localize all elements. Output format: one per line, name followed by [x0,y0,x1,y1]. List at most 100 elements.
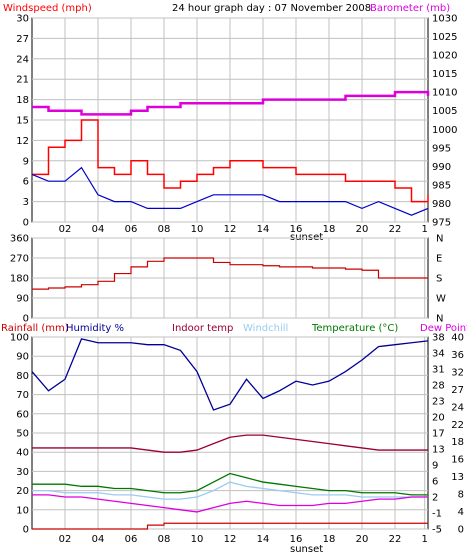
baro-y-tick-label: 1010 [432,88,457,99]
temperature-inner-tick-label: 28 [432,381,445,392]
humidity-y-tick-label: 100 [10,333,29,344]
x-tick-label: 10 [191,534,204,545]
wind-y-tick-label: 12 [16,136,29,147]
wind-direction-line [32,257,428,290]
wind-y-tick-label: 18 [16,95,29,106]
baro-y-tick-label: 980 [432,199,451,210]
compass-tick-label: E [436,254,442,265]
temperature-y-tick-label: 32 [451,367,464,378]
x-tick-label: 12 [224,224,237,235]
wind-y-tick-label: 30 [16,14,29,25]
wind-y-tick-label: 15 [16,116,29,127]
wind-y-tick-label: 0 [23,218,29,229]
temperature-y-tick-label: 0 [458,525,464,536]
chart-title: 24 hour graph day : 07 November 2008 [172,3,371,14]
temperature-inner-tick-label: 6 [432,477,438,488]
temperature-inner-tick-label: 13 [432,445,445,456]
baro-y-tick-label: 1015 [432,69,457,80]
baro-y-tick-label: 990 [432,162,451,173]
humidity-y-tick-label: 50 [16,429,29,440]
x-tick-label: 18 [323,224,336,235]
temperature-inner-tick-label: -5 [432,525,442,536]
temperature-y-tick-label: 24 [451,402,464,413]
dewpoint-line [32,494,428,513]
windspeed-line [32,119,429,203]
rainfall-line [32,522,428,530]
x-tick-label: 06 [125,224,138,235]
baro-y-tick-label: 985 [432,180,451,191]
humidity-y-tick-label: 60 [16,409,29,420]
chart-marks: 02 04 06 08 10 12 14 16 18 20 22 102 04 06 08 10 12 14 16 1… [10,14,464,546]
wind-y-tick-label: 9 [23,156,29,167]
temperature-inner-tick-label: 38 [432,333,445,344]
direction-y-tick-label: 360 [10,234,29,245]
x-tick-label: 22 [389,534,402,545]
wind-y-tick-label: 27 [16,34,29,45]
x-tick-label: 14 [257,534,270,545]
temperature-inner-tick-label: -1 [432,509,442,520]
humidity-y-tick-label: 80 [16,371,29,382]
temperature-y-tick-label: 27 [451,385,464,396]
compass-tick-label: W [436,294,446,305]
humidity-line [31,338,429,411]
x-tick-label: 14 [257,224,270,235]
x-tick-label: 08 [158,534,171,545]
windspeed-axis-title: Windspeed (mph) [3,3,92,14]
baro-y-tick-label: 1025 [432,32,457,43]
humidity-y-tick-label: 30 [16,467,29,478]
x-tick-label: 1 [422,534,428,545]
barometer-line [32,90,430,116]
humidity-y-tick-label: 40 [16,448,29,459]
humidity-y-tick-label: 90 [16,352,29,363]
temperature-inner-tick-label: 17 [432,429,445,440]
windchill-label: Windchill [243,323,288,334]
x-tick-label: 16 [290,224,303,235]
barometer-axis-title: Barometer (mb) [370,3,450,14]
temperature-y-tick-label: 4 [458,507,464,518]
x-tick-label: 10 [191,224,204,235]
temperature-line [32,472,428,496]
direction-y-tick-label: 90 [16,294,29,305]
x-tick-label: 02 [59,534,72,545]
x-tick-label: 20 [356,224,369,235]
windspeed-average-line [31,166,429,216]
temperature-y-tick-label: 13 [451,472,464,483]
temperature-y-tick-label: 18 [451,437,464,448]
x-tick-label: 06 [125,534,138,545]
temperature-y-tick-label: 40 [451,333,464,344]
baro-y-tick-label: 975 [432,218,451,229]
temperature-y-tick-label: 16 [451,455,464,466]
temperature-inner-tick-label: 20 [432,413,445,424]
wind-y-tick-label: 21 [16,75,29,86]
x-tick-label: 22 [389,224,402,235]
x-tick-label: 18 [323,534,336,545]
x-tick-label: 02 [59,224,72,235]
baro-y-tick-label: 1030 [432,14,457,25]
x-tick-label: 1 [422,224,428,235]
rainfall-label: Rainfall (mm) [1,323,69,334]
humidity-y-tick-label: 20 [16,486,29,497]
direction-y-tick-label: 180 [10,274,29,285]
indoor-temp-label: Indoor temp [172,323,233,334]
temperature-label: Temperature (°C) [311,323,398,334]
temperature-inner-tick-label: 9 [432,461,438,472]
x-tick-label: 04 [92,224,105,235]
wind-y-tick-label: 6 [23,177,29,188]
x-tick-label: 12 [224,534,237,545]
x-tick-label: 04 [92,534,105,545]
temperature-inner-tick-label: 34 [432,349,445,360]
x-tick-label: 20 [356,534,369,545]
compass-tick-label: N [436,314,443,325]
baro-y-tick-label: 995 [432,143,451,154]
baro-y-tick-label: 1005 [432,106,457,117]
compass-tick-label: N [436,234,443,245]
indoor-temp-line [32,434,428,453]
baro-y-tick-label: 1020 [432,51,457,62]
direction-y-tick-label: 0 [23,314,29,325]
temperature-inner-tick-label: 31 [432,365,445,376]
humidity-y-tick-label: 70 [16,390,29,401]
direction-y-tick-label: 270 [10,254,29,265]
compass-tick-label: S [436,274,442,285]
